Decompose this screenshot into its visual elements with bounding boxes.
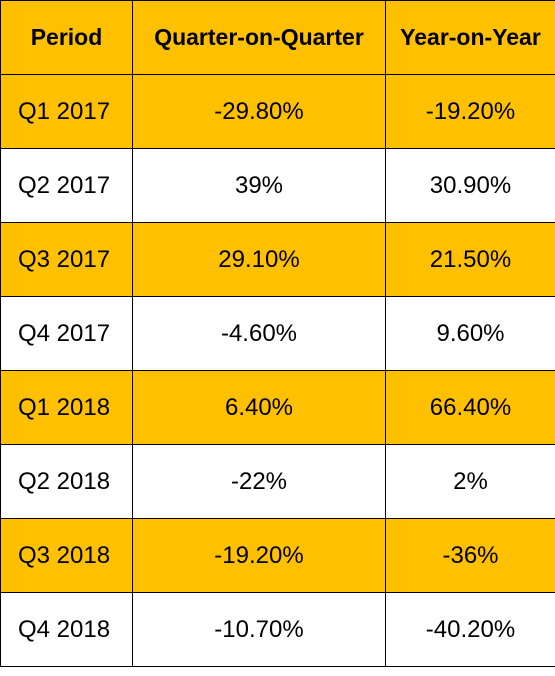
table-header: Period Quarter-on-Quarter Year-on-Year xyxy=(0,0,555,75)
yoy-cell: -40.20% xyxy=(385,592,555,667)
table-row: Q3 2018 -19.20% -36% xyxy=(0,518,555,593)
yoy-cell: 30.90% xyxy=(385,148,555,223)
table-row: Q1 2018 6.40% 66.40% xyxy=(0,370,555,445)
qoq-cell: -10.70% xyxy=(132,592,386,667)
period-cell: Q1 2018 xyxy=(0,370,133,445)
yoy-cell: 9.60% xyxy=(385,296,555,371)
yoy-cell: 66.40% xyxy=(385,370,555,445)
qoq-cell: -19.20% xyxy=(132,518,386,593)
qoq-cell: -22% xyxy=(132,444,386,519)
period-cell: Q4 2018 xyxy=(0,592,133,667)
yoy-cell: -36% xyxy=(385,518,555,593)
period-cell: Q1 2017 xyxy=(0,74,133,149)
period-cell: Q2 2017 xyxy=(0,148,133,223)
table-body: Q1 2017 -29.80% -19.20% Q2 2017 39% 30.9… xyxy=(0,74,555,667)
table-row: Q4 2018 -10.70% -40.20% xyxy=(0,592,555,667)
period-cell: Q2 2018 xyxy=(0,444,133,519)
qoq-cell: 29.10% xyxy=(132,222,386,297)
yoy-cell: 2% xyxy=(385,444,555,519)
qoq-cell: 6.40% xyxy=(132,370,386,445)
header-row: Period Quarter-on-Quarter Year-on-Year xyxy=(0,0,555,75)
header-quarter-on-quarter: Quarter-on-Quarter xyxy=(132,0,386,75)
period-cell: Q3 2017 xyxy=(0,222,133,297)
table-row: Q1 2017 -29.80% -19.20% xyxy=(0,74,555,149)
table-row: Q2 2017 39% 30.90% xyxy=(0,148,555,223)
qoq-cell: -29.80% xyxy=(132,74,386,149)
period-cell: Q3 2018 xyxy=(0,518,133,593)
table-row: Q2 2018 -22% 2% xyxy=(0,444,555,519)
qoq-cell: -4.60% xyxy=(132,296,386,371)
period-cell: Q4 2017 xyxy=(0,296,133,371)
table-row: Q3 2017 29.10% 21.50% xyxy=(0,222,555,297)
table-row: Q4 2017 -4.60% 9.60% xyxy=(0,296,555,371)
qoq-cell: 39% xyxy=(132,148,386,223)
yoy-cell: -19.20% xyxy=(385,74,555,149)
header-year-on-year: Year-on-Year xyxy=(385,0,555,75)
yoy-cell: 21.50% xyxy=(385,222,555,297)
header-period: Period xyxy=(0,0,133,75)
